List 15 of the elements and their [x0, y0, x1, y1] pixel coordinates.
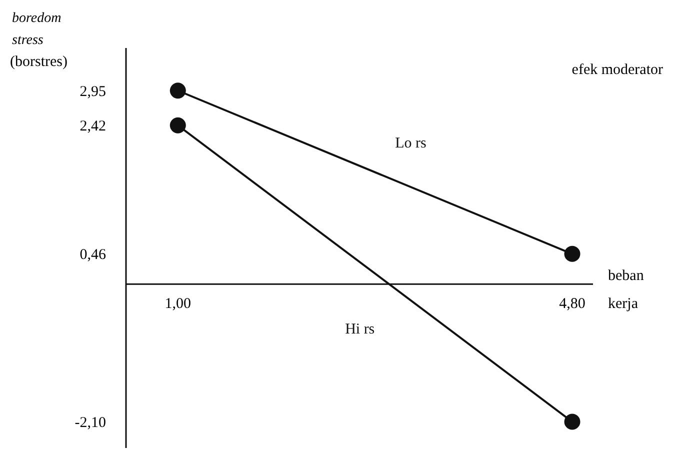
point: [564, 246, 580, 262]
y-tick-label: -2,10: [74, 415, 106, 432]
point: [170, 82, 186, 99]
point: [170, 117, 186, 134]
x-tick-label: 1,00: [164, 296, 192, 312]
y-tick-label: 2,95: [80, 84, 106, 100]
text: efek moderator: [572, 62, 664, 78]
x-tick-label: 4,80: [559, 296, 586, 312]
y-tick-label: 2,42: [80, 118, 106, 135]
y-axis-title: boredom stress (borstres): [10, 11, 68, 70]
point: [564, 414, 580, 430]
x-axis-title: beban kerja: [608, 268, 644, 312]
y-tick-label: 0,46: [80, 247, 106, 264]
text: Hi rs: [345, 322, 375, 338]
series-label: Lo rs: [395, 135, 426, 152]
